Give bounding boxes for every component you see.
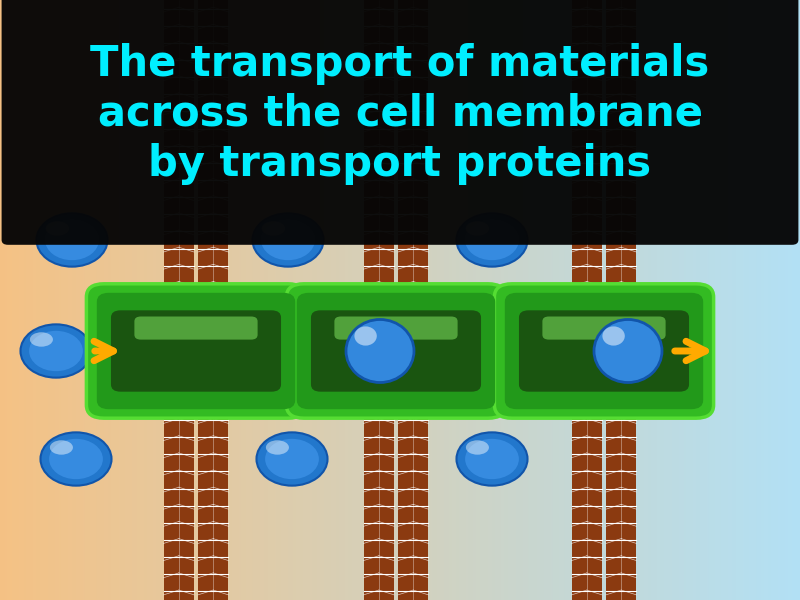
FancyBboxPatch shape	[519, 310, 689, 392]
Ellipse shape	[257, 433, 327, 485]
Ellipse shape	[45, 220, 99, 260]
Ellipse shape	[261, 220, 315, 260]
FancyBboxPatch shape	[2, 0, 798, 245]
Ellipse shape	[265, 439, 319, 479]
FancyBboxPatch shape	[163, 0, 194, 600]
Ellipse shape	[262, 221, 285, 236]
FancyBboxPatch shape	[606, 0, 637, 600]
Ellipse shape	[465, 439, 519, 479]
Ellipse shape	[354, 326, 377, 346]
Ellipse shape	[29, 331, 83, 371]
FancyBboxPatch shape	[311, 310, 481, 392]
Ellipse shape	[21, 325, 91, 377]
Text: The transport of materials
across the cell membrane
by transport proteins: The transport of materials across the ce…	[90, 43, 710, 185]
Ellipse shape	[466, 221, 489, 236]
FancyBboxPatch shape	[297, 293, 495, 409]
Ellipse shape	[46, 221, 69, 236]
FancyBboxPatch shape	[363, 0, 394, 600]
FancyBboxPatch shape	[97, 293, 295, 409]
Ellipse shape	[594, 319, 662, 383]
FancyBboxPatch shape	[334, 317, 458, 340]
Ellipse shape	[49, 439, 103, 479]
Ellipse shape	[466, 440, 489, 455]
Ellipse shape	[346, 319, 414, 383]
Ellipse shape	[457, 433, 527, 485]
Ellipse shape	[50, 440, 73, 455]
Ellipse shape	[41, 433, 111, 485]
Ellipse shape	[37, 214, 107, 266]
FancyBboxPatch shape	[398, 0, 429, 600]
Ellipse shape	[465, 220, 519, 260]
Ellipse shape	[253, 214, 323, 266]
FancyBboxPatch shape	[198, 0, 229, 600]
Ellipse shape	[30, 332, 53, 347]
FancyBboxPatch shape	[111, 310, 281, 392]
FancyBboxPatch shape	[571, 0, 602, 600]
Ellipse shape	[457, 214, 527, 266]
FancyBboxPatch shape	[494, 284, 714, 418]
Ellipse shape	[266, 440, 289, 455]
Ellipse shape	[602, 326, 625, 346]
FancyBboxPatch shape	[542, 317, 666, 340]
FancyBboxPatch shape	[505, 293, 703, 409]
FancyBboxPatch shape	[134, 317, 258, 340]
FancyBboxPatch shape	[86, 284, 306, 418]
FancyBboxPatch shape	[286, 284, 506, 418]
